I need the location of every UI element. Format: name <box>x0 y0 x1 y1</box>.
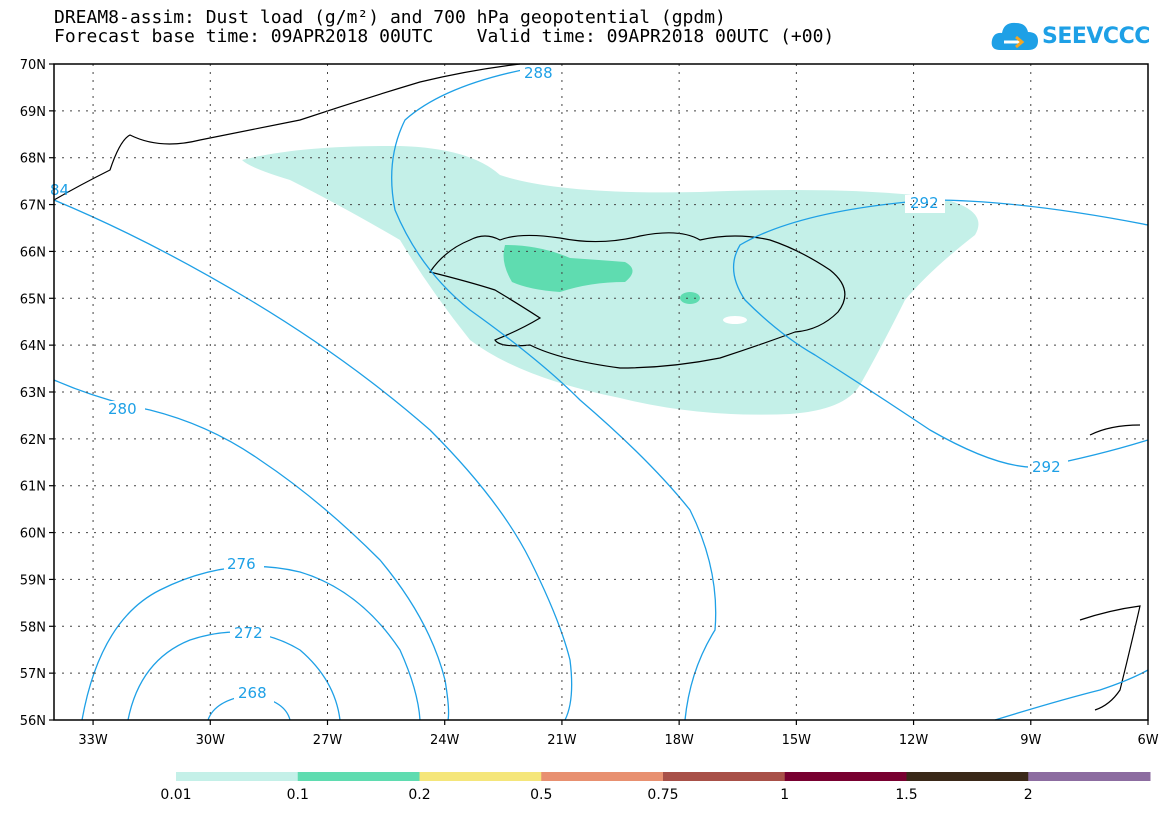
colorbar-label: 1.5 <box>895 787 917 803</box>
lat-tick-label: 69N <box>20 105 46 120</box>
dust-area-mid-2 <box>680 292 700 304</box>
lon-tick-label: 27W <box>313 733 343 748</box>
colorbar-swatch <box>1028 772 1151 781</box>
lat-tick-label: 65N <box>20 292 46 307</box>
lon-tick-label: 15W <box>782 733 812 748</box>
lat-tick-label: 66N <box>20 245 46 260</box>
lat-tick-label: 63N <box>20 386 46 401</box>
longitude-axis: 33W 30W 27W 24W 21W 18W 15W 12W 9W 6W <box>78 720 1159 748</box>
contour-label-276: 276 <box>227 555 256 573</box>
colorbar-swatch <box>297 772 420 781</box>
colorbar-swatch <box>784 772 907 781</box>
lon-tick-label: 18W <box>664 733 694 748</box>
contour-label-84: 84 <box>50 181 69 199</box>
lat-tick-label: 58N <box>20 620 46 635</box>
contour-label-group: 288 292 292 280 276 272 268 84 <box>50 64 1068 703</box>
contour-272 <box>127 631 341 721</box>
contour-288 <box>391 63 717 721</box>
latitude-axis: 70N 69N 68N 67N 66N 65N 64N 63N 62N 61N 60N 59N 58N 5… <box>20 58 54 729</box>
colorbar-label: 1 <box>780 787 789 803</box>
dust-area-mid-1 <box>503 245 633 292</box>
coastlines <box>53 63 1141 711</box>
map-subtitle: Forecast base time: 09APR2018 00UTC Vali… <box>54 26 835 47</box>
lon-tick-label: 12W <box>899 733 929 748</box>
contour-label-292-north: 292 <box>910 194 939 212</box>
lat-tick-label: 56N <box>20 714 46 729</box>
contour-label-272: 272 <box>234 624 263 642</box>
colorbar-swatch <box>906 772 1029 781</box>
contour-label-292-south: 292 <box>1032 458 1061 476</box>
dust-area-hole <box>723 316 747 324</box>
colorbar-swatch <box>419 772 542 781</box>
lon-tick-label: 30W <box>196 733 226 748</box>
colorbar-label: 0.1 <box>287 787 309 803</box>
lon-tick-label: 21W <box>547 733 577 748</box>
colorbar-swatch <box>176 772 299 781</box>
iceland-coast <box>429 232 846 369</box>
contour-se <box>994 669 1149 721</box>
lat-tick-label: 57N <box>20 667 46 682</box>
colorbar-label: 0.5 <box>530 787 552 803</box>
contour-label-280: 280 <box>108 400 137 418</box>
greenland-coast <box>53 63 521 201</box>
contour-276 <box>81 565 421 721</box>
lat-tick-label: 62N <box>20 433 46 448</box>
colorbar-label: 0.2 <box>408 787 430 803</box>
contour-label-268: 268 <box>238 684 267 702</box>
colorbar-label: 2 <box>1024 787 1033 803</box>
colorbar-label: 0.75 <box>647 787 678 803</box>
lon-tick-label: 6W <box>1137 733 1158 748</box>
colorbar-label: 0.01 <box>160 787 191 803</box>
lat-tick-label: 68N <box>20 152 46 167</box>
lon-tick-label: 24W <box>430 733 460 748</box>
lat-tick-label: 64N <box>20 339 46 354</box>
dust-load-shading <box>242 145 979 415</box>
logo-text: SEEVCCC <box>1042 24 1150 49</box>
gridlines <box>54 64 1148 720</box>
lat-tick-label: 60N <box>20 527 46 542</box>
norway-coast <box>1079 424 1141 711</box>
lat-tick-label: 61N <box>20 480 46 495</box>
colorbar-swatch <box>663 772 786 781</box>
lat-tick-label: 67N <box>20 199 46 214</box>
lat-tick-label: 70N <box>20 58 46 73</box>
seevccc-logo: SEEVCCC <box>990 18 1150 58</box>
lon-tick-label: 9W <box>1020 733 1041 748</box>
cloud-icon <box>991 22 1038 50</box>
colorbar: 0.01 0.1 0.2 0.5 0.75 1 1.5 2 <box>160 772 1151 803</box>
contour-label-288: 288 <box>524 64 553 82</box>
colorbar-swatch <box>541 772 664 781</box>
map-header: DREAM8-assim: Dust load (g/m²) and 700 h… <box>54 8 834 46</box>
lat-tick-label: 59N <box>20 573 46 588</box>
lon-tick-label: 33W <box>78 733 108 748</box>
map-title: DREAM8-assim: Dust load (g/m²) and 700 h… <box>54 7 726 28</box>
